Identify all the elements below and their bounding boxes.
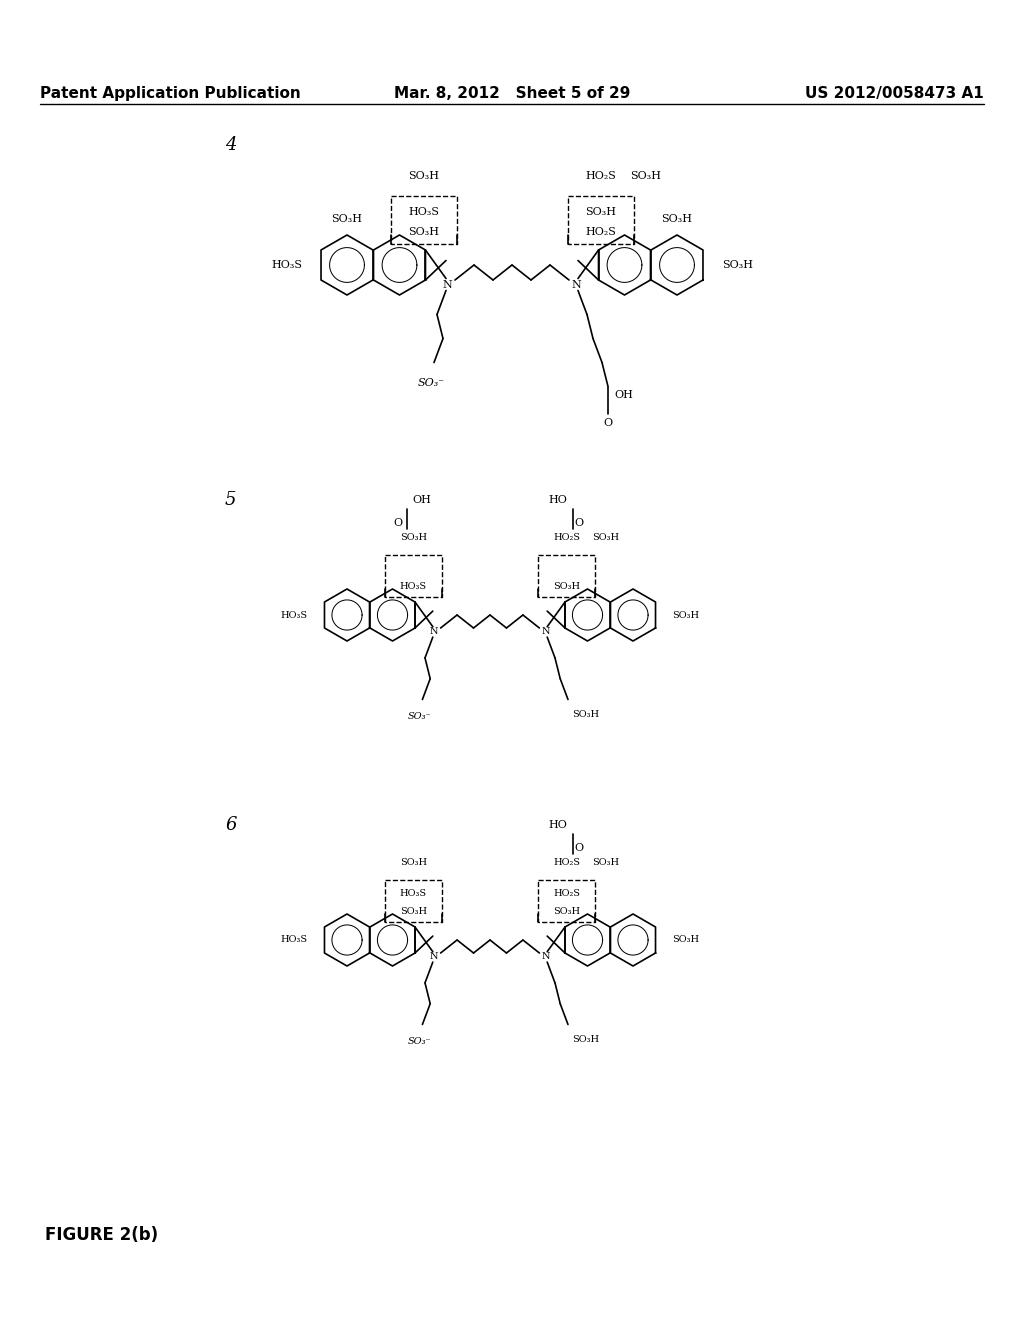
Text: HO₂S: HO₂S — [585, 172, 616, 181]
Text: HO₃S: HO₃S — [281, 936, 308, 945]
Text: N: N — [571, 280, 582, 289]
Text: Mar. 8, 2012   Sheet 5 of 29: Mar. 8, 2012 Sheet 5 of 29 — [394, 87, 630, 102]
Text: HO₃S: HO₃S — [281, 610, 308, 619]
Text: SO₃H: SO₃H — [408, 172, 439, 181]
Text: N: N — [542, 627, 550, 636]
Text: SO₃H: SO₃H — [630, 172, 662, 181]
Bar — [567, 195, 634, 244]
Text: OH: OH — [614, 391, 633, 400]
Text: 6: 6 — [225, 816, 237, 834]
Bar — [385, 556, 442, 597]
Text: HO₂S: HO₂S — [553, 533, 581, 543]
Bar — [538, 556, 595, 597]
Text: SO₃⁻: SO₃⁻ — [408, 713, 431, 722]
Text: OH: OH — [413, 495, 431, 504]
Text: SO₃H: SO₃H — [592, 533, 620, 543]
Text: SO₃⁻: SO₃⁻ — [408, 1038, 431, 1047]
Text: 5: 5 — [225, 491, 237, 510]
Text: N: N — [430, 627, 438, 636]
Text: HO₂S: HO₂S — [585, 227, 616, 238]
Text: N: N — [542, 953, 550, 961]
Text: HO₂S: HO₂S — [553, 858, 581, 867]
Bar — [385, 880, 442, 921]
Bar — [538, 880, 595, 921]
Text: HO₃S: HO₃S — [399, 582, 427, 591]
Text: SO₃H: SO₃H — [399, 907, 427, 916]
Bar — [390, 195, 457, 244]
Text: Patent Application Publication: Patent Application Publication — [40, 87, 301, 102]
Text: SO₃H: SO₃H — [553, 907, 581, 916]
Text: HO: HO — [549, 820, 567, 829]
Text: FIGURE 2(b): FIGURE 2(b) — [45, 1226, 158, 1243]
Text: SO₃H: SO₃H — [585, 207, 616, 216]
Text: HO: HO — [549, 495, 567, 504]
Text: HO₂S: HO₂S — [553, 890, 581, 899]
Text: SO₃H: SO₃H — [553, 582, 581, 591]
Text: HO₃S: HO₃S — [408, 207, 439, 216]
Text: O: O — [574, 842, 584, 853]
Text: O: O — [574, 517, 584, 528]
Text: O: O — [393, 517, 402, 528]
Text: SO₃H: SO₃H — [399, 533, 427, 543]
Text: SO₃H: SO₃H — [571, 1035, 599, 1044]
Text: US 2012/0058473 A1: US 2012/0058473 A1 — [805, 87, 984, 102]
Text: SO₃H: SO₃H — [399, 858, 427, 867]
Text: SO₃H: SO₃H — [672, 610, 699, 619]
Text: N: N — [442, 280, 453, 289]
Text: O: O — [603, 418, 612, 428]
Text: 4: 4 — [225, 136, 237, 154]
Text: N: N — [430, 953, 438, 961]
Text: SO₃H: SO₃H — [408, 227, 439, 238]
Text: SO₃H: SO₃H — [592, 858, 620, 867]
Text: SO₃H: SO₃H — [332, 214, 362, 224]
Text: SO₃H: SO₃H — [722, 260, 753, 271]
Text: SO₃H: SO₃H — [662, 214, 692, 224]
Text: SO₃⁻: SO₃⁻ — [418, 378, 444, 388]
Text: HO₃S: HO₃S — [399, 890, 427, 899]
Text: SO₃H: SO₃H — [571, 710, 599, 719]
Text: HO₃S: HO₃S — [271, 260, 302, 271]
Text: SO₃H: SO₃H — [672, 936, 699, 945]
